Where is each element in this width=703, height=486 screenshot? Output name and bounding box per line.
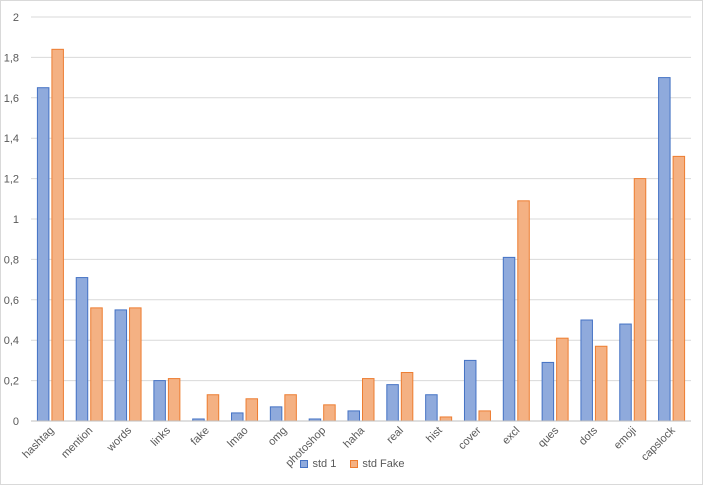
bar-hist-series-2 <box>439 416 453 422</box>
bar-fake-series-2 <box>206 394 220 422</box>
x-tick-label-emoji: emoji <box>612 425 639 452</box>
bar-excl-series-1 <box>502 256 516 422</box>
x-tick-label-lmao: lmao <box>225 425 250 450</box>
bar-hist-series-1 <box>425 394 438 422</box>
x-tick-label-haha: haha <box>341 424 367 450</box>
legend-label-series-1: std 1 <box>312 458 337 470</box>
bar-dots-series-1 <box>580 319 593 422</box>
legend-item-series-2: std Fake <box>350 458 405 470</box>
x-tick-label-real: real <box>384 425 405 446</box>
x-tick-label-mention: mention <box>59 425 95 461</box>
bar-dots-series-2 <box>594 345 608 422</box>
x-tick-label-omg: omg <box>266 425 290 449</box>
bar-words-series-1 <box>114 309 128 422</box>
y-tick-label: 0,2 <box>4 376 19 388</box>
bar-lmao-series-1 <box>231 412 244 422</box>
bar-words-series-2 <box>129 307 142 422</box>
y-tick-label: 1,6 <box>4 93 19 105</box>
legend-item-series-1: std 1 <box>300 458 336 470</box>
x-tick-label-words: words <box>104 424 134 454</box>
x-tick-label-dots: dots <box>577 424 601 448</box>
y-tick-label: 0 <box>13 416 19 428</box>
bar-links-series-1 <box>153 380 166 422</box>
x-tick-label-hashtag: hashtag <box>20 425 56 461</box>
bar-ques-series-1 <box>541 361 555 422</box>
y-tick-label: 0,6 <box>4 295 19 307</box>
bar-haha-series-2 <box>362 378 375 422</box>
bar-excl-series-2 <box>517 200 530 422</box>
bar-omg-series-1 <box>269 406 283 422</box>
x-tick-label-hist: hist <box>424 425 445 446</box>
y-tick-label: 0,4 <box>4 335 19 347</box>
bar-capslock-series-2 <box>672 155 686 422</box>
x-tick-label-excl: excl <box>500 425 522 447</box>
bar-mention-series-1 <box>75 277 89 422</box>
x-tick-label-ques: ques <box>536 424 562 450</box>
bar-cover-series-1 <box>463 359 477 422</box>
y-tick-label: 2 <box>13 12 19 24</box>
x-tick-label-fake: fake <box>189 425 212 448</box>
bar-omg-series-2 <box>284 394 297 422</box>
legend-swatch-series-1 <box>300 460 309 468</box>
bar-emoji-series-2 <box>633 178 647 422</box>
bar-hashtag-series-2 <box>51 48 64 422</box>
y-tick-label: 0,8 <box>4 254 19 266</box>
y-tick-label: 1,2 <box>4 174 19 186</box>
bar-links-series-2 <box>167 378 181 422</box>
y-tick-label: 1,8 <box>4 52 19 64</box>
chart-legend: std 1 std Fake <box>1 458 703 470</box>
bar-hashtag-series-1 <box>36 87 50 422</box>
bar-emoji-series-1 <box>619 323 632 422</box>
bar-real-series-1 <box>386 384 399 422</box>
bar-haha-series-1 <box>347 410 360 422</box>
bar-cover-series-2 <box>478 410 491 422</box>
x-tick-label-cover: cover <box>456 424 484 452</box>
y-tick-label: 1 <box>13 214 19 226</box>
bar-real-series-2 <box>400 372 414 422</box>
legend-label-series-2: std Fake <box>362 458 405 470</box>
legend-swatch-series-2 <box>350 460 359 468</box>
bar-ques-series-2 <box>556 337 569 422</box>
bar-capslock-series-1 <box>658 77 671 422</box>
bar-mention-series-2 <box>90 307 103 422</box>
bar-lmao-series-2 <box>245 398 259 422</box>
x-tick-label-links: links <box>149 424 173 448</box>
bar-photoshop-series-2 <box>323 404 336 422</box>
y-tick-label: 1,4 <box>4 133 19 145</box>
